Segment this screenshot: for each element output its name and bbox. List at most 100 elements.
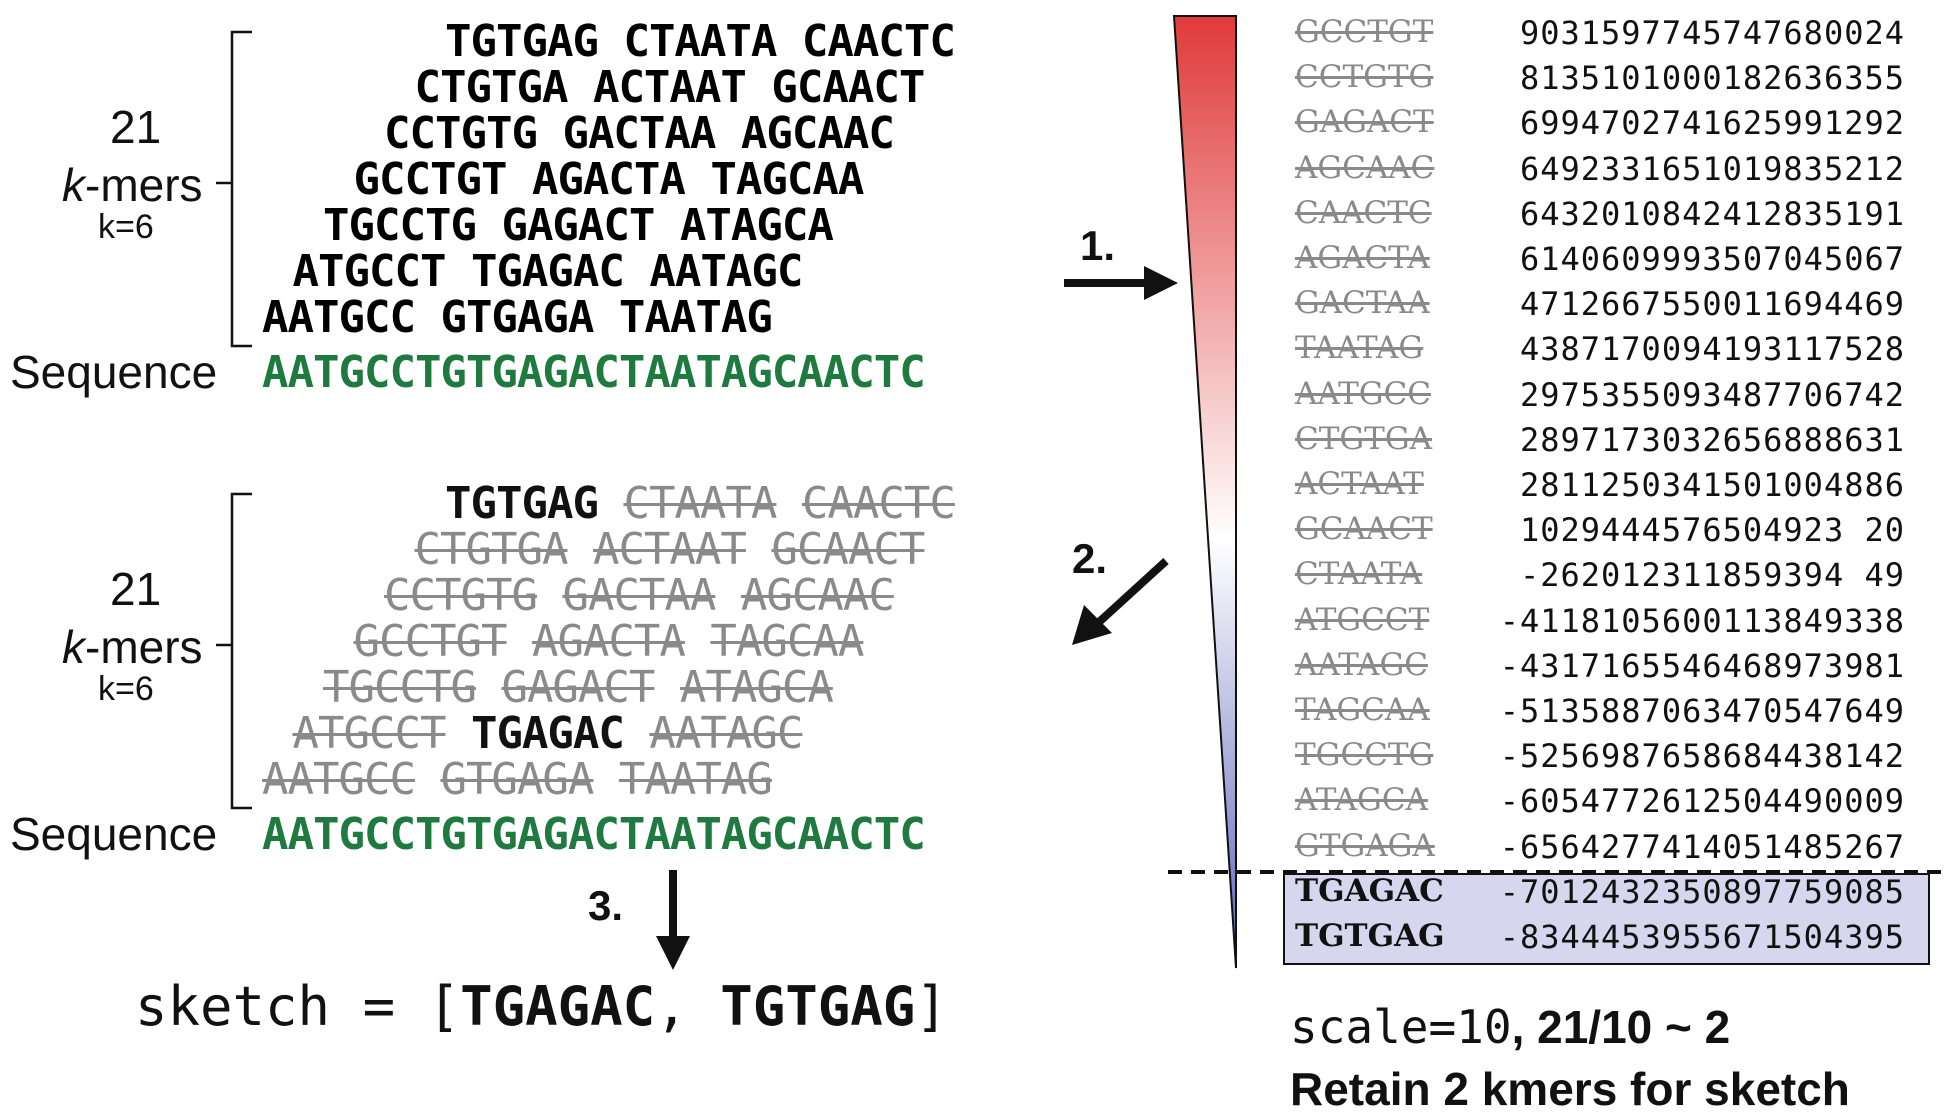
bottom-kmer-discarded: TAGCAA [710, 616, 864, 667]
top-kmers-count: 21 [110, 101, 162, 153]
top-kmer: TAGCAA [710, 154, 864, 205]
hash-kmer-discarded: GAGACT [1295, 104, 1434, 141]
step-3-arrow [656, 870, 690, 970]
bottom-kmer-kept: TGAGAC [470, 708, 625, 759]
hash-row: TAGCAA -5135887063470547649 [1295, 692, 1905, 737]
top-kmer-row: CCTGTG GACTAA AGCAAC [384, 108, 895, 159]
sketch-prefix: sketch = [ [135, 975, 461, 1038]
bottom-kmer-discarded: CTGTGA [414, 524, 569, 575]
hash-value: -5256987658684438142 [1499, 737, 1905, 776]
hash-value: 6492331651019835212 [1519, 149, 1905, 188]
bottom-kmer-row: ATGCCT TGAGAC AATAGC [292, 708, 804, 759]
top-kmer: CTGTGA [414, 62, 569, 113]
bottom-kmers-count: 21 [110, 563, 162, 615]
hash-row: AGCAAC 6492331651019835212 [1295, 150, 1905, 195]
hash-row: CAACTC 6432010842412835191 [1295, 195, 1905, 240]
bottom-kmer-discarded: CTAATA [623, 478, 777, 529]
top-kmers-suffix: -mers [85, 159, 203, 211]
hash-value: -7012432350897759085 [1499, 872, 1905, 911]
cutoff-dashed-line [1168, 870, 1950, 874]
bottom-sequence-label: Sequence [10, 808, 218, 860]
bottom-kmers-suffix: -mers [85, 621, 203, 673]
bottom-kmers-name: k-mers [62, 620, 203, 674]
sketch-item-1: TGAGAC [460, 975, 656, 1038]
bottom-sequence: AATGCCTGTGAGACTAATAGCAACTC [262, 809, 926, 860]
step-2-label: 2. [1072, 535, 1108, 582]
hash-row: TGAGAC -7012432350897759085 [1295, 873, 1905, 918]
hash-kmer-discarded: AGCAAC [1295, 149, 1435, 186]
hash-kmer-discarded: CCTGTG [1295, 59, 1434, 96]
hash-row: TGTGAG -8344453955671504395 [1295, 918, 1905, 963]
bottom-k-value: k=6 [98, 670, 154, 708]
top-kmer: GTGAGA [440, 292, 594, 343]
hash-kmer-kept: TGAGAC [1295, 872, 1444, 909]
hash-value: 2811250341501004886 [1519, 466, 1905, 504]
hash-row: GCCTGT 9031597745747680024 [1295, 14, 1905, 59]
hash-row: CTGTGA 2897173032656888631 [1295, 421, 1905, 466]
top-kmer-row: GCCTGT AGACTA TAGCAA [354, 154, 865, 205]
top-kmer-row: TGTGAG CTAATA CAACTC [445, 16, 956, 67]
hash-value: 2897173032656888631 [1519, 420, 1905, 459]
bottom-kmer-discarded: GCCTGT [353, 616, 508, 667]
hash-value: 2975355093487706742 [1519, 375, 1905, 414]
bottom-bracket [230, 492, 252, 810]
hash-row: GCAACT 1029444576504923 20 [1295, 511, 1905, 556]
top-kmer: AGCAAC [740, 108, 895, 159]
top-bracket-tick [216, 181, 232, 185]
hash-value: -6054772612504490009 [1499, 782, 1905, 821]
hash-value: -5135887063470547649 [1499, 692, 1905, 730]
hash-value: -262012311859394 49 [1519, 556, 1905, 595]
bottom-kmer-discarded: ATAGCA [679, 662, 834, 713]
top-kmer: TAATAG [618, 292, 773, 343]
bottom-kmer-discarded: ACTAAT [592, 524, 747, 575]
hash-value: 6994702741625991292 [1519, 104, 1905, 143]
bottom-kmer-row: CTGTGA ACTAAT GCAACT [414, 524, 926, 575]
bottom-kmer-discarded: AATAGC [649, 708, 803, 759]
top-kmer-row: TGCCTG GAGACT ATAGCA [323, 200, 834, 251]
hash-value: -8344453955671504395 [1499, 918, 1905, 956]
top-kmer: GACTAA [562, 108, 716, 159]
hash-row: CTAATA -262012311859394 49 [1295, 556, 1905, 601]
top-kmer-row: ATGCCT TGAGAC AATAGC [293, 246, 804, 297]
top-kmer: CAACTC [801, 16, 956, 67]
top-sequence: AATGCCTGTGAGACTAATAGCAACTC [262, 347, 926, 398]
step-2-arrow [1072, 558, 1169, 645]
top-kmer: CTAATA [623, 16, 777, 67]
hash-row: GTGAGA -6564277414051485267 [1295, 828, 1905, 873]
bottom-bracket-tick [216, 643, 232, 647]
top-kmer: GAGACT [501, 200, 655, 251]
bottom-kmer-kept: TGTGAG [445, 478, 599, 529]
hash-row: TAATAG 4387170094193117528 [1295, 330, 1905, 375]
bottom-kmer-discarded: AATGCC [262, 754, 416, 805]
hash-row: ACTAAT 2811250341501004886 [1295, 466, 1905, 511]
hash-row: AATAGC -4317165546468973981 [1295, 647, 1905, 692]
top-kmer: GCAACT [771, 62, 925, 113]
bottom-kmer-discarded: CAACTC [801, 478, 956, 529]
hash-value: 1029444576504923 20 [1519, 511, 1905, 550]
bottom-kmer-discarded: GACTAA [562, 570, 716, 621]
top-bracket [230, 30, 252, 348]
hash-value: -4118105600113849338 [1499, 601, 1905, 640]
top-kmer-row: AATGCC GTGAGA TAATAG [262, 292, 773, 343]
hash-kmer-discarded: CAACTC [1295, 194, 1432, 231]
bottom-kmer-row: TGTGAG CTAATA CAACTC [445, 478, 956, 529]
hash-kmer-discarded: AATAGC [1295, 646, 1428, 683]
bottom-kmer-row: GCCTGT AGACTA TAGCAA [353, 616, 865, 667]
step-3-label: 3. [588, 882, 624, 929]
step-1-arrow [1064, 266, 1178, 300]
bottom-kmer-discarded: GAGACT [501, 662, 655, 713]
hash-row: ATGCCT -4118105600113849338 [1295, 602, 1905, 647]
hash-kmer-discarded: GTGAGA [1295, 827, 1435, 864]
hash-value: 8135101000182636355 [1519, 59, 1905, 98]
bottom-kmer-discarded: ATGCCT [292, 708, 447, 759]
hash-value: 6432010842412835191 [1519, 194, 1905, 233]
hash-kmer-discarded: CTGTGA [1295, 420, 1432, 457]
top-kmer: TGAGAC [470, 246, 625, 297]
hash-kmer-discarded: TGCCTG [1295, 737, 1434, 774]
top-k-value: k=6 [98, 208, 154, 246]
hash-row: GACTAA 4712667550011694469 [1295, 285, 1905, 330]
bottom-kmer-discarded: AGCAAC [740, 570, 895, 621]
bottom-kmer-discarded: GTGAGA [440, 754, 594, 805]
bottom-kmer-row: CCTGTG GACTAA AGCAAC [384, 570, 895, 621]
bottom-kmer-row: TGCCTG GAGACT ATAGCA [323, 662, 834, 713]
